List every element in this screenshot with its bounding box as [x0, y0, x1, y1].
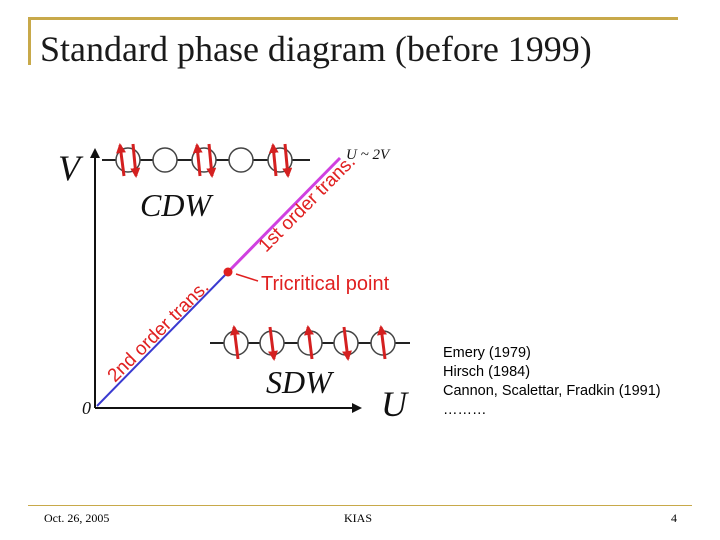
spin-up-arrow	[230, 325, 240, 360]
second-order-label: 2nd order trans.	[104, 277, 214, 387]
spin-down-arrow	[130, 143, 141, 178]
sdw-lattice	[210, 325, 410, 361]
reference-list: Emery (1979) Hirsch (1984) Cannon, Scale…	[443, 344, 661, 420]
footer-date: Oct. 26, 2005	[44, 511, 110, 525]
reference-item: Emery (1979)	[443, 345, 531, 361]
spin-up-arrow	[268, 143, 279, 177]
slide-title: Standard phase diagram (before 1999)	[40, 29, 592, 69]
second-order-line	[96, 271, 229, 407]
spin-up-arrow	[116, 143, 126, 177]
reference-item: Hirsch (1984)	[443, 364, 531, 380]
title-frame-left	[28, 17, 31, 65]
footer-page-number: 4	[671, 511, 677, 525]
spin-down-arrow	[206, 143, 217, 178]
sdw-label: SDW	[266, 364, 335, 400]
cdw-site	[152, 147, 178, 173]
spin-down-arrow	[282, 143, 293, 178]
reference-item: ………	[443, 402, 487, 418]
v-axis-label: V	[58, 148, 84, 188]
cdw-label: CDW	[140, 187, 214, 223]
reference-item: Cannon, Scalettar, Fradkin (1991)	[443, 383, 661, 399]
title-frame-top	[28, 17, 678, 20]
footer-center: KIAS	[344, 511, 373, 525]
spin-up-arrow	[377, 325, 387, 360]
spin-up-arrow	[304, 325, 314, 360]
u-axis-label: U	[381, 384, 409, 424]
footer-divider	[28, 505, 692, 506]
spin-down-arrow	[342, 326, 352, 361]
first-order-line	[226, 156, 342, 274]
tricritical-point	[223, 267, 233, 277]
spin-up-arrow	[192, 143, 203, 177]
spin-down-arrow	[268, 326, 278, 361]
line-label: U ~ 2V	[346, 147, 391, 163]
cdw-lattice	[102, 143, 310, 178]
origin-label: 0	[82, 398, 91, 418]
tricritical-label: Tricritical point	[261, 273, 390, 295]
cdw-site	[228, 147, 254, 173]
tricritical-pointer	[235, 273, 259, 282]
